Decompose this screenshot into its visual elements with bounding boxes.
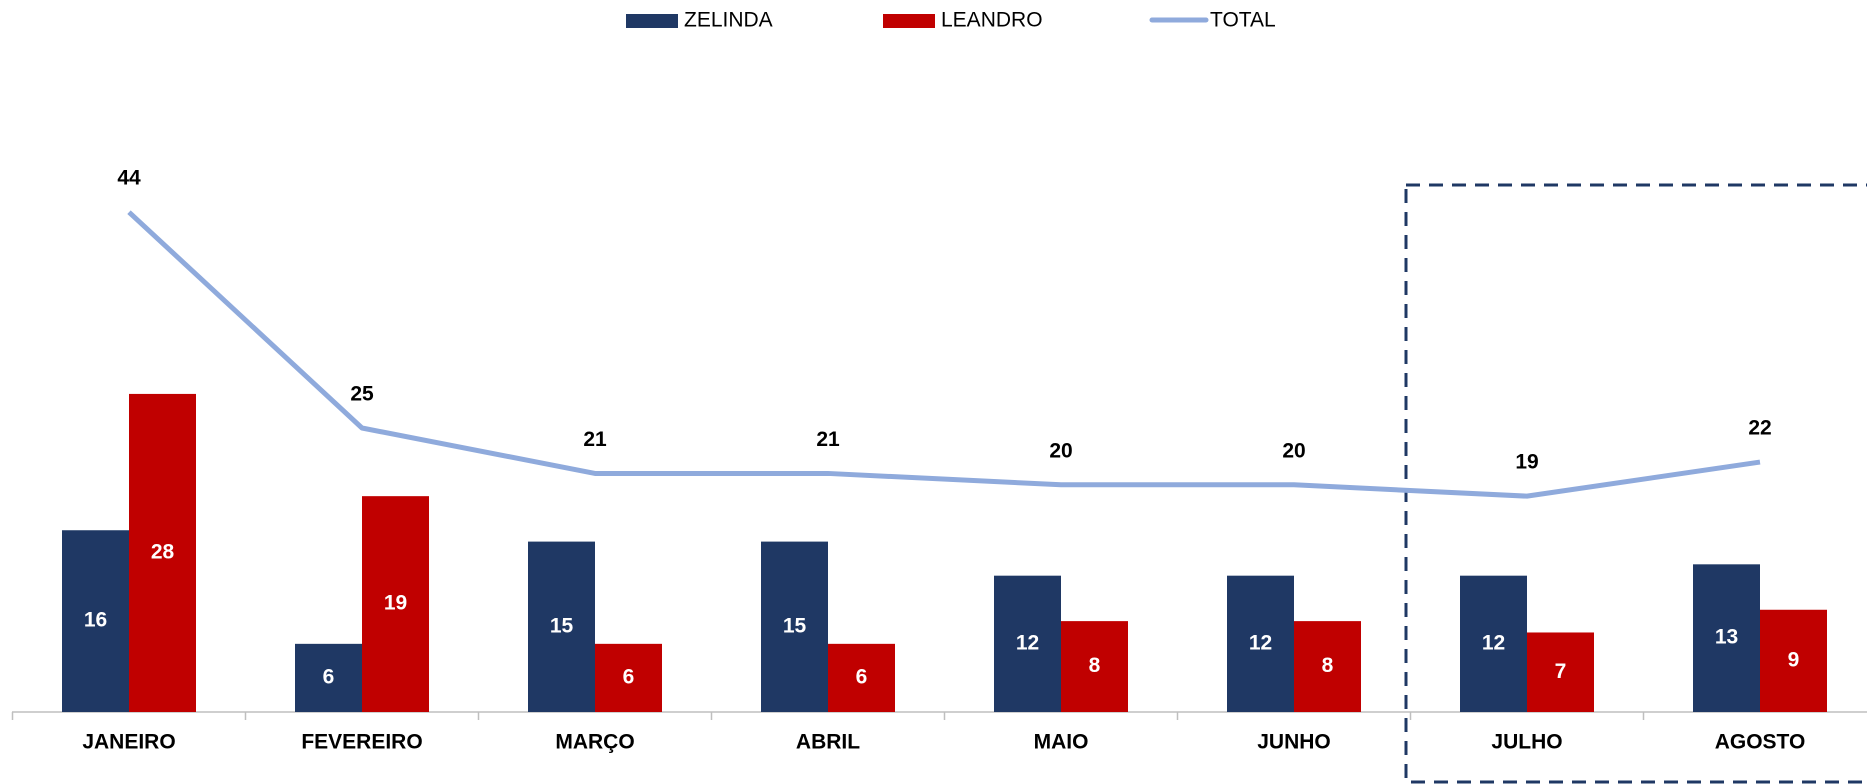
- x-tick-label: JULHO: [1491, 731, 1562, 754]
- bar-value-label: 6: [323, 665, 335, 688]
- legend-label: ZELINDA: [684, 9, 773, 32]
- bar-value-label: 9: [1788, 648, 1800, 671]
- line-value-label: 44: [117, 167, 141, 190]
- bar: [129, 393, 196, 712]
- bar-value-label: 19: [384, 592, 407, 615]
- bar-value-label: 6: [856, 665, 868, 688]
- bar-value-label: 13: [1715, 626, 1738, 649]
- bar-value-label: 12: [1016, 631, 1039, 654]
- x-tick-label: MARÇO: [555, 731, 634, 754]
- legend-label: TOTAL: [1210, 9, 1276, 32]
- bar: [1294, 621, 1361, 712]
- line-value-label: 21: [583, 428, 607, 451]
- bar: [994, 575, 1061, 712]
- total-line: [127, 210, 1761, 499]
- line-value-label: 22: [1748, 417, 1771, 440]
- bar: [595, 643, 662, 712]
- bar: [362, 496, 429, 712]
- bar: [1527, 632, 1594, 712]
- x-tick-label: JANEIRO: [82, 731, 175, 754]
- bar-value-label: 8: [1322, 654, 1334, 677]
- highlight-box: [1404, 183, 1867, 784]
- line-value-label: 25: [350, 383, 374, 406]
- x-tick-label: JUNHO: [1257, 731, 1331, 754]
- bar: [828, 643, 895, 712]
- bar: [1460, 575, 1527, 712]
- bar: [1693, 564, 1760, 712]
- bar: [1760, 609, 1827, 712]
- x-tick-label: AGOSTO: [1715, 731, 1806, 754]
- x-tick-label: ABRIL: [796, 731, 860, 754]
- legend-swatch: [626, 14, 678, 28]
- bar-value-label: 6: [623, 665, 635, 688]
- bar-value-label: 15: [783, 614, 807, 637]
- bar-value-label: 12: [1482, 631, 1505, 654]
- line-value-label: 20: [1049, 439, 1072, 462]
- bar: [761, 541, 828, 712]
- bar-value-label: 12: [1249, 631, 1272, 654]
- x-tick-label: MAIO: [1034, 731, 1089, 754]
- bar: [1227, 575, 1294, 712]
- legend-swatch: [883, 14, 935, 28]
- bar: [1061, 621, 1128, 712]
- bar-value-label: 16: [84, 609, 107, 632]
- bar: [295, 643, 362, 712]
- bar-value-label: 8: [1089, 654, 1101, 677]
- bar: [62, 530, 129, 712]
- line-value-label: 19: [1515, 451, 1538, 474]
- bar-value-label: 28: [151, 541, 175, 564]
- line-value-label: 20: [1282, 439, 1305, 462]
- legend-label: LEANDRO: [941, 9, 1043, 32]
- bar: [528, 541, 595, 712]
- x-tick-label: FEVEREIRO: [301, 731, 422, 754]
- line-value-label: 21: [816, 428, 840, 451]
- bar-value-label: 15: [550, 614, 574, 637]
- bar-value-label: 7: [1555, 660, 1567, 683]
